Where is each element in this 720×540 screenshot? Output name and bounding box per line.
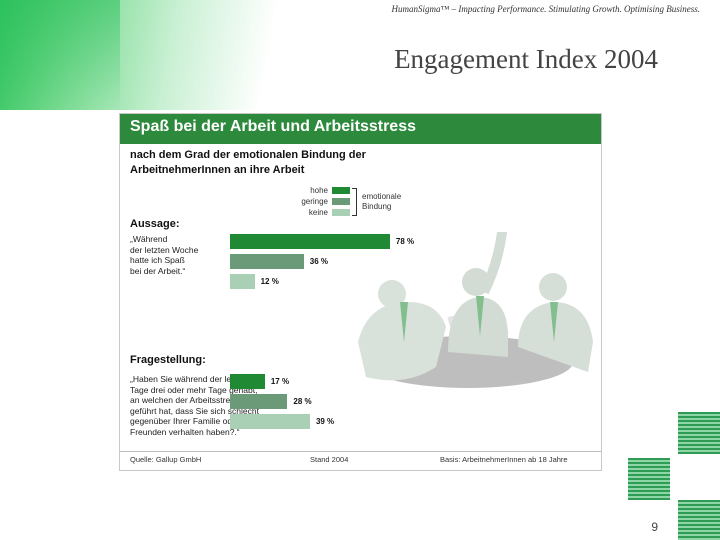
legend-swatch-hohe <box>332 187 350 194</box>
infographic-subtitle: nach dem Grad der emotionalen Bindung de… <box>130 149 366 176</box>
legend-label: geringe <box>301 197 328 206</box>
person-left-head <box>378 280 406 308</box>
footer-source: Quelle: Gallup GmbH <box>130 455 202 464</box>
corner-square-decoration <box>628 458 670 500</box>
legend-label: hohe <box>310 186 328 195</box>
bar-fragestellung-geringe <box>230 394 288 409</box>
footer-rule <box>120 451 601 452</box>
footer-basis: Basis: ArbeitnehmerInnen ab 18 Jahre <box>440 455 568 464</box>
bar-value-label: 78 % <box>395 237 415 246</box>
legend-item-geringe: geringe <box>270 197 350 207</box>
corner-square-decoration <box>678 412 720 454</box>
page-number: 9 <box>651 520 658 534</box>
legend-swatch-geringe <box>332 198 350 205</box>
statement-aussage: „Während der letzten Woche hatte ich Spa… <box>130 234 199 276</box>
bar-fragestellung-hohe <box>230 374 265 389</box>
person-center-body <box>448 297 508 357</box>
section-label-aussage: Aussage: <box>130 218 180 230</box>
bar-value-label: 28 % <box>293 397 312 406</box>
corner-square-decoration <box>678 500 720 540</box>
infographic: Spaß bei der Arbeit und Arbeitsstress na… <box>119 113 602 471</box>
person-right-body <box>518 302 593 372</box>
bar-value-label: 36 % <box>309 257 329 266</box>
bar-aussage-keine <box>230 274 255 289</box>
bar-aussage-hohe <box>230 234 390 249</box>
infographic-header: Spaß bei der Arbeit und Arbeitsstress <box>120 114 601 144</box>
section-label-fragestellung: Fragestellung: <box>130 354 206 366</box>
bar-aussage-geringe <box>230 254 304 269</box>
legend-item-keine: keine <box>270 208 350 218</box>
header-gradient-overlay <box>0 0 120 110</box>
bar-value-label: 17 % <box>270 377 290 386</box>
legend-swatch-keine <box>332 209 350 216</box>
legend-bracket <box>352 188 357 216</box>
legend-label: keine <box>308 208 328 217</box>
person-left-body <box>358 302 446 381</box>
meeting-illustration <box>358 232 593 388</box>
legend-item-hohe: hohe <box>270 186 350 196</box>
slide-title: Engagement Index 2004 <box>394 44 658 74</box>
bar-value-label: 12 % <box>260 277 279 286</box>
legend: hohe geringe keine emotionale Bindung <box>270 186 410 218</box>
footer-date: Stand 2004 <box>310 455 349 464</box>
slide-tagline: HumanSigma™ – Impacting Performance. Sti… <box>391 4 700 14</box>
bar-value-label: 39 % <box>315 417 335 426</box>
legend-group-label: emotionale Bindung <box>362 192 402 211</box>
person-right-head <box>539 273 567 301</box>
bar-fragestellung-keine <box>230 414 310 429</box>
infographic-title: Spaß bei der Arbeit und Arbeitsstress <box>130 118 416 135</box>
